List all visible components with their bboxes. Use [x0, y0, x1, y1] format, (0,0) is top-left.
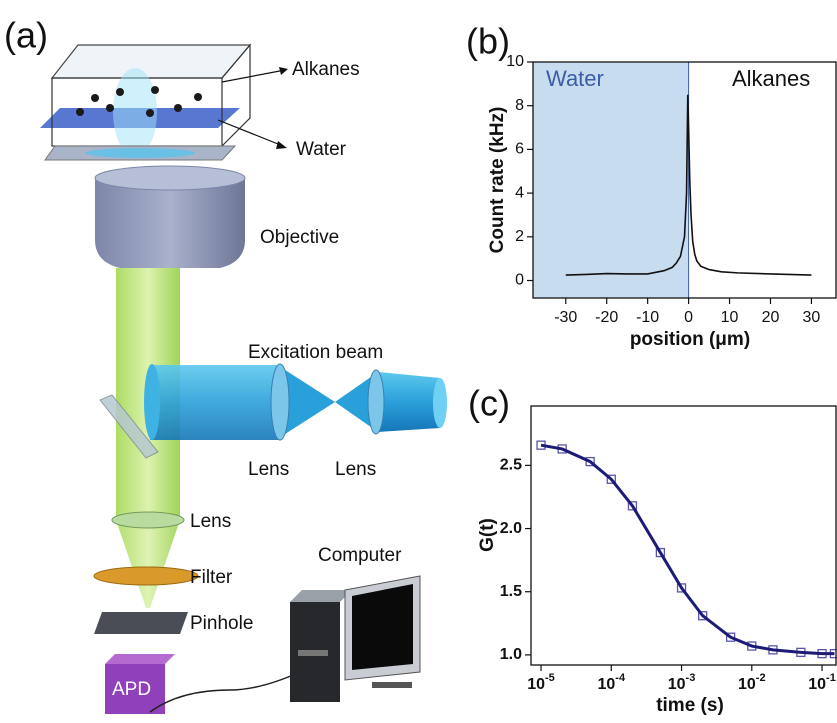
- arrow: [218, 120, 283, 146]
- x-axis-label: position (μm): [630, 329, 750, 350]
- figure: (a) Alkanes Water Objective Excitation b…: [0, 0, 837, 723]
- y-tick-label: 6: [515, 141, 524, 158]
- arrow: [222, 70, 285, 82]
- diagram-label: Excitation beam: [248, 342, 383, 363]
- tick-exponent: -4: [615, 672, 626, 684]
- y-tick-label: 2.5: [500, 457, 522, 474]
- emission-cone: [116, 520, 180, 608]
- apd-top: [105, 654, 175, 664]
- tick-base: 10: [808, 676, 826, 693]
- diagram-label: Lens: [190, 511, 231, 532]
- data-line: [541, 445, 834, 653]
- beam-cone: [282, 368, 335, 436]
- filter: [94, 567, 198, 585]
- excitation-beam: [150, 365, 282, 440]
- beam-out: [378, 372, 440, 432]
- panel-label: (c): [468, 383, 510, 424]
- panel-label: (b): [466, 21, 510, 62]
- tower-top: [290, 590, 352, 602]
- y-tick-label: 1.0: [500, 646, 522, 663]
- beam-end: [433, 378, 447, 428]
- tick-base: 10: [668, 676, 686, 693]
- x-axis-label: time (s): [656, 695, 724, 716]
- monitor-stand: [372, 682, 412, 688]
- screen: [352, 584, 413, 670]
- diagram-label: Water: [296, 139, 347, 160]
- y-tick-label: 10: [506, 53, 524, 70]
- lens: [112, 512, 184, 528]
- objective: [95, 178, 245, 268]
- y-axis-label: G(t): [477, 518, 498, 552]
- y-tick-label: 1.5: [500, 583, 522, 600]
- lens: [271, 364, 289, 440]
- y-axis-label: Count rate (kHz): [487, 107, 508, 254]
- x-tick-label: 30: [803, 309, 821, 326]
- glass-glow: [85, 148, 195, 158]
- arrowhead: [276, 141, 287, 149]
- x-tick-label: 10-5: [527, 672, 555, 693]
- x-tick-label: 10-4: [597, 672, 625, 693]
- diagram-label: Computer: [318, 545, 402, 566]
- x-tick-label: 20: [762, 309, 780, 326]
- y-tick-label: 2: [515, 228, 524, 245]
- region-label: Water: [546, 66, 604, 91]
- x-tick-label: 10-2: [738, 672, 766, 693]
- x-tick-label: -20: [595, 309, 618, 326]
- drive: [298, 650, 328, 656]
- diagram-label: Pinhole: [190, 613, 253, 634]
- shaded-region: [533, 62, 689, 298]
- diagram-label: APD: [112, 679, 151, 700]
- diagram-label: Objective: [260, 227, 339, 248]
- tick-exponent: -2: [756, 672, 766, 684]
- box-top: [52, 45, 250, 78]
- y-tick-label: 8: [515, 97, 524, 114]
- region-label: Alkanes: [732, 66, 810, 91]
- x-tick-label: 10-3: [668, 672, 696, 693]
- tick-exponent: -1: [826, 672, 836, 684]
- objective-top: [95, 166, 245, 190]
- panel-label: (a): [4, 15, 48, 56]
- diagram-label: Alkanes: [292, 59, 360, 80]
- lens: [368, 370, 384, 434]
- tick-exponent: -5: [545, 672, 555, 684]
- pinhole: [94, 612, 188, 634]
- cable: [150, 672, 300, 712]
- x-tick-label: -30: [554, 309, 577, 326]
- x-tick-label: -10: [636, 309, 659, 326]
- diagram-label: Filter: [190, 567, 233, 588]
- tick-base: 10: [527, 676, 545, 693]
- beam-end: [144, 364, 160, 440]
- arrowhead: [279, 67, 288, 75]
- tick-exponent: -3: [686, 672, 696, 684]
- x-tick-label: 10: [721, 309, 739, 326]
- y-tick-label: 0: [515, 272, 524, 289]
- y-tick-label: 2.0: [500, 520, 522, 537]
- tick-base: 10: [597, 676, 615, 693]
- tick-base: 10: [738, 676, 756, 693]
- x-tick-label: 10-1: [808, 672, 836, 693]
- x-tick-label: 0: [684, 309, 693, 326]
- diagram-label: Lens: [335, 459, 376, 480]
- plot-frame: [531, 406, 836, 665]
- diagram-label: Lens: [248, 459, 289, 480]
- y-tick-label: 4: [515, 184, 524, 201]
